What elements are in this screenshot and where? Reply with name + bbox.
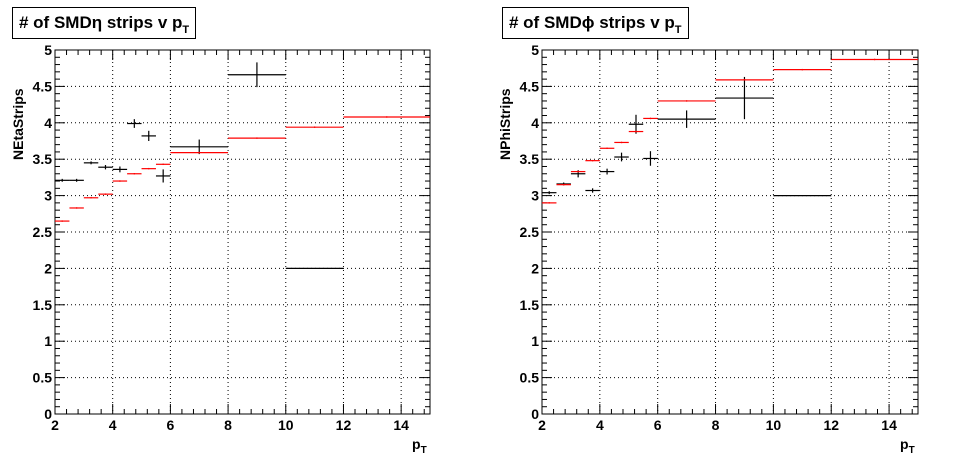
plot2-title-text: # of SMDϕ strips v p [509,13,675,32]
plot2-y-tick-label: 4.5 [520,78,540,94]
plot2-y-tick-label: 0.5 [520,370,540,386]
plot2-y-tick-label: 5 [531,42,539,58]
plot1-y-tick-label: 0.5 [33,370,53,386]
plot1-x-tick-label: 4 [109,417,117,433]
plot1-y-tick-label: 4.5 [33,78,53,94]
plot2-x-axis-label-sub: T [908,445,915,456]
plot2-x-tick-label: 2 [538,417,546,433]
plot1-x-tick-label: 2 [51,417,59,433]
plot1-x-axis-label-text: p [412,436,421,452]
plot1-title-sub: T [182,24,190,36]
plot2-title: # of SMDϕ strips v pT [502,7,689,39]
plot2-y-tick-label: 0 [531,406,539,422]
plot2-x-tick-label: 6 [654,417,662,433]
plot1-x-tick-label: 12 [336,417,352,433]
plot2-y-axis-label: NPhiStrips [497,88,513,160]
plot1-y-tick-label: 1.5 [33,297,53,313]
plot1-title: # of SMDη strips v pT [12,7,197,39]
plot1-x-axis-label-sub: T [420,445,427,456]
plot2-x-tick-label: 14 [881,417,897,433]
plot2-y-tick-label: 3 [531,188,539,204]
plot2-x-axis-label-text: p [900,436,909,452]
plot2-x-tick-label: 10 [766,417,782,433]
plot2-x-tick-label: 12 [823,417,839,433]
plot2-title-sub: T [674,24,682,36]
plot1-x-tick-label: 14 [393,417,409,433]
plot2-y-tick-label: 1.5 [520,297,540,313]
plot2-y-tick-label: 2.5 [520,224,540,240]
plot2-x-axis-label: pT [900,436,915,456]
plot1-y-tick-label: 0 [44,406,52,422]
plot1-y-tick-label: 1 [44,333,52,349]
plot2-y-tick-label: 4 [531,115,539,131]
plot1-x-axis-label: pT [412,436,427,456]
plot2-y-tick-label: 3.5 [520,151,540,167]
plot1-title-text: # of SMDη strips v p [19,13,183,32]
plot1-y-axis-label: NEtaStrips [10,88,26,160]
plot2-x-tick-label: 4 [596,417,604,433]
plot1-y-tick-label: 2.5 [33,224,53,240]
plot1-y-tick-label: 2 [44,260,52,276]
plot2-x-tick-label: 8 [712,417,720,433]
plot1-y-tick-label: 3 [44,188,52,204]
plot1-x-tick-label: 10 [278,417,294,433]
plot2-y-tick-label: 2 [531,260,539,276]
plot1-y-tick-label: 4 [44,115,52,131]
plot1-y-tick-label: 3.5 [33,151,53,167]
plot1-x-tick-label: 6 [166,417,174,433]
plot1-y-tick-label: 5 [44,42,52,58]
plot1-x-tick-label: 8 [224,417,232,433]
plot2-y-tick-label: 1 [531,333,539,349]
